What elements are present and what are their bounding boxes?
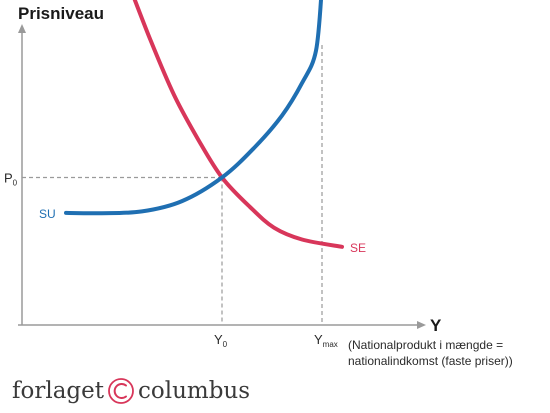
guide-lines <box>22 45 323 325</box>
x-axis-note-line-1: (Nationalprodukt i mængde = <box>348 338 503 352</box>
ticks: P0 Y0 Ymax <box>4 171 338 349</box>
y-axis-title: Prisniveau <box>18 4 104 23</box>
x-tick-sub-1: max <box>323 340 338 349</box>
x-tick-label-1: Ymax <box>314 332 338 349</box>
series-label-se-end: SE <box>350 241 366 255</box>
y-tick-label-0: P0 <box>4 171 18 188</box>
series-line-su <box>64 0 323 216</box>
x-axis-title: Y <box>430 316 442 335</box>
publisher-logo: forlaget columbus <box>12 378 250 404</box>
curves: SUSUSESE <box>39 0 366 255</box>
series-label-su-start: SU <box>39 207 56 221</box>
x-tick-label-0: Y0 <box>214 332 228 349</box>
publisher-name-right: columbus <box>138 378 250 404</box>
y-tick-sub-0: 0 <box>13 179 18 188</box>
copyright-c-icon <box>108 378 134 404</box>
x-axis-note-line-2: nationalindkomst (faste priser)) <box>348 354 513 368</box>
x-tick-sub-0: 0 <box>223 340 228 349</box>
publisher-name-left: forlaget <box>12 378 105 404</box>
